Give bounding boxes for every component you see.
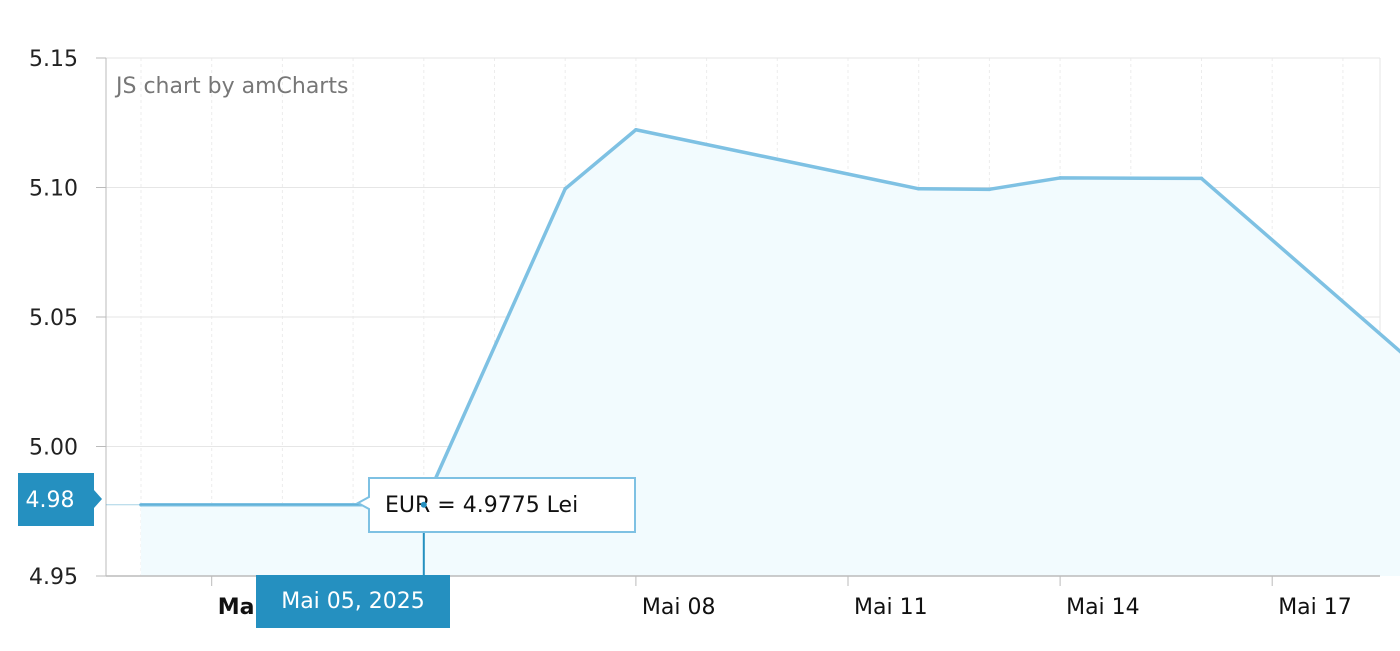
chart-credit-label[interactable]: JS chart by amCharts	[114, 74, 348, 99]
y-tick-label: 4.95	[29, 565, 78, 590]
tooltip-text: EUR = 4.9775 Lei	[385, 493, 578, 518]
data-point	[634, 127, 638, 132]
cursor-date-label: Mai 05, 2025	[281, 589, 425, 614]
cursor: 4.98 Mai 05, 2025 EUR = 4.9775 Lei	[18, 473, 636, 628]
series-area	[141, 129, 1400, 576]
x-tick-label: Mai 17	[1278, 595, 1352, 620]
cursor-y-value: 4.98	[26, 488, 75, 513]
y-tick-label: 5.10	[29, 177, 78, 202]
cursor-point	[420, 501, 427, 508]
data-point	[139, 502, 143, 507]
data-point	[563, 186, 567, 191]
x-tick-label: Mai 14	[1066, 595, 1140, 620]
y-tick-label: 5.00	[29, 436, 78, 461]
x-tick-label: Mai	[218, 595, 262, 620]
x-tick-label: Mai 08	[642, 595, 716, 620]
x-tick-label: Mai 11	[854, 595, 928, 620]
y-tick-label: 5.15	[29, 47, 78, 72]
data-point	[1058, 176, 1062, 180]
y-tick-label: 5.05	[29, 306, 78, 331]
data-point	[1199, 176, 1204, 181]
data-point	[916, 186, 921, 191]
cursor-x-badge	[256, 575, 450, 628]
data-point	[987, 187, 992, 192]
tooltip-balloon	[355, 477, 636, 533]
series-area-fill	[141, 129, 1400, 576]
cursor-y-badge	[18, 473, 102, 526]
